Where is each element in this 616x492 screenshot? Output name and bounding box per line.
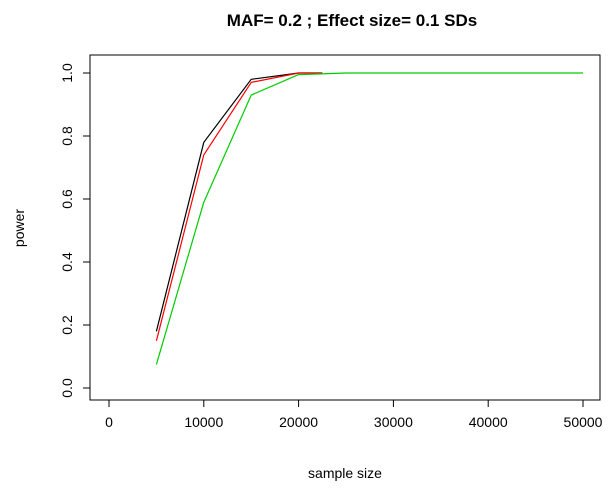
series-line-2 [155,72,323,341]
chart-title: MAF= 0.2 ; Effect size= 0.1 SDs [227,11,477,30]
series-line-1 [155,72,323,332]
x-tick-label: 50000 [564,414,603,430]
x-axis: 0 10000 20000 30000 40000 50000 [105,399,603,430]
x-tick-label: 10000 [184,414,223,430]
series-line-3 [155,72,583,365]
y-tick-label: 1.0 [59,63,75,83]
x-tick-label: 20000 [279,414,318,430]
y-tick-label: 0.0 [59,378,75,398]
plot-frame [89,54,601,401]
y-tick-label: 0.4 [59,252,75,272]
y-tick-label: 0.2 [59,315,75,335]
x-axis-label: sample size [308,465,382,481]
x-tick-label: 0 [105,414,113,430]
x-tick-label: 40000 [469,414,508,430]
x-tick-label: 30000 [374,414,413,430]
y-axis-label: power [11,209,27,247]
y-axis: 0.0 0.2 0.4 0.6 0.8 1.0 [59,63,91,398]
y-tick-label: 0.8 [59,126,75,146]
y-tick-label: 0.6 [59,189,75,209]
series-layer [155,72,583,365]
